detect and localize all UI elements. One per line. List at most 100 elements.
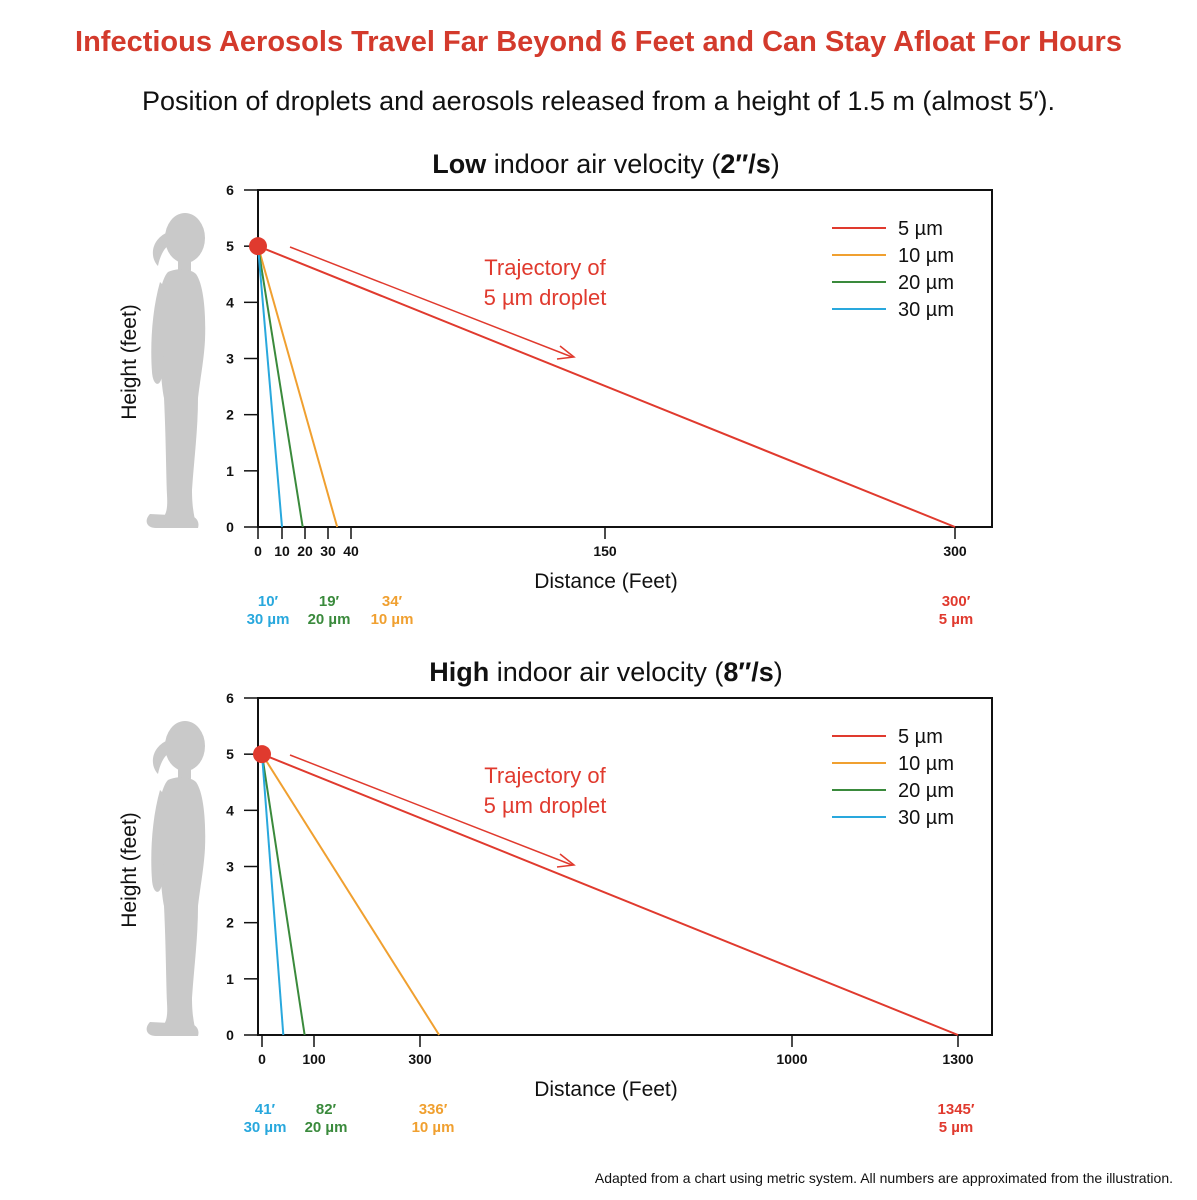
silhouette-feet: [146, 1022, 199, 1036]
landing-distance-label: 82′: [316, 1101, 337, 1118]
plot-frame: [257, 697, 993, 1036]
landing-size-label: 30 µm: [244, 1119, 287, 1136]
panel-title-bold: High: [429, 657, 489, 687]
landing-distance-label: 300′: [942, 593, 971, 610]
y-tick-label: 6: [226, 690, 234, 706]
y-tick-label: 1: [226, 971, 234, 987]
legend-label: 20 µm: [898, 780, 954, 802]
release-point-dot: [249, 237, 267, 256]
legend-label: 20 µm: [898, 272, 954, 294]
x-tick-label: 300: [943, 543, 967, 559]
landing-size-label: 30 µm: [247, 611, 290, 628]
panel-title: Low indoor air velocity (2″/s): [432, 149, 780, 179]
y-tick-label: 4: [226, 294, 234, 310]
x-tick-label: 0: [254, 543, 262, 559]
chart-subtitle: Position of droplets and aerosols releas…: [141, 86, 1056, 116]
release-point-dot: [253, 745, 271, 764]
landing-size-label: 20 µm: [305, 1119, 348, 1136]
landing-size-label: 5 µm: [939, 1119, 974, 1136]
panel-title-bold: Low: [432, 149, 487, 179]
footnote: Adapted from a chart using metric system…: [594, 1170, 1173, 1186]
y-axis-label: Height (feet): [118, 304, 141, 420]
landing-size-label: 20 µm: [308, 611, 351, 628]
panel-title-speed: 2″/s: [720, 149, 770, 179]
landing-distance-label: 19′: [319, 593, 340, 610]
trajectory-line: [257, 245, 956, 528]
legend-label: 10 µm: [898, 245, 954, 267]
y-tick-label: 1: [226, 463, 234, 479]
y-tick-label: 2: [226, 915, 234, 931]
x-tick-label: 150: [593, 543, 617, 559]
silhouette-ponytail: [152, 740, 170, 774]
silhouette-body: [152, 269, 206, 524]
trajectory-arrow-line: [289, 754, 573, 866]
x-tick-label: 300: [408, 1051, 432, 1067]
landing-size-label: 10 µm: [412, 1119, 455, 1136]
trajectory-line: [257, 245, 339, 528]
landing-distance-label: 1345′: [938, 1101, 975, 1118]
trajectory-line: [261, 754, 285, 1036]
y-tick-label: 3: [226, 351, 234, 367]
y-tick-label: 5: [226, 746, 234, 762]
x-tick-label: 0: [258, 1051, 266, 1067]
legend-label: 5 µm: [898, 218, 943, 240]
silhouette-head: [165, 721, 205, 771]
y-tick-label: 4: [226, 802, 234, 818]
trajectory-line: [261, 753, 959, 1036]
panel-title-rest: indoor air velocity (: [486, 149, 720, 179]
legend-label: 5 µm: [898, 726, 943, 748]
x-tick-label: 100: [302, 1051, 326, 1067]
x-axis-label: Distance (Feet): [534, 570, 678, 593]
trajectory-annotation: Trajectory of: [484, 763, 606, 788]
plot-frame: [257, 189, 993, 528]
silhouette-ponytail: [152, 232, 170, 266]
x-tick-label: 1300: [942, 1051, 973, 1067]
silhouette-feet: [146, 514, 199, 528]
legend-label: 30 µm: [898, 299, 954, 321]
y-tick-label: 3: [226, 859, 234, 875]
chart-svg: High indoor air velocity (8″/s) 0 1 2 3 4 5 6 He…: [118, 657, 993, 1136]
y-tick-label: 0: [226, 519, 234, 535]
landing-size-label: 10 µm: [371, 611, 414, 628]
y-tick-label: 0: [226, 1027, 234, 1043]
chart-title: Infectious Aerosols Travel Far Beyond 6 …: [75, 26, 1122, 58]
landing-size-label: 5 µm: [939, 611, 974, 628]
landing-distance-label: 10′: [258, 593, 279, 610]
landing-distance-label: 41′: [255, 1101, 276, 1118]
x-tick-label: 1000: [776, 1051, 807, 1067]
silhouette-arm: [151, 282, 168, 384]
trajectory-annotation: 5 µm droplet: [484, 285, 607, 310]
y-tick-label: 5: [226, 238, 234, 254]
panel-title-speed: 8″/s: [723, 657, 773, 687]
y-tick-label: 2: [226, 407, 234, 423]
trajectory-line: [261, 754, 306, 1036]
y-axis-label: Height (feet): [118, 812, 141, 928]
x-tick-label: 20: [297, 543, 313, 559]
x-tick-label: 10: [274, 543, 290, 559]
silhouette-head: [165, 213, 205, 263]
trajectory-line: [257, 246, 304, 528]
x-axis-label: Distance (Feet): [534, 1078, 678, 1101]
woman-silhouette-icon: [146, 213, 206, 528]
landing-distance-label: 34′: [382, 593, 403, 610]
trajectory-annotation: Trajectory of: [484, 255, 606, 280]
trajectory-arrow-head-icon: [556, 345, 576, 360]
y-tick-label: 6: [226, 182, 234, 198]
trajectory-annotation: 5 µm droplet: [484, 793, 607, 818]
panel-title-end: ): [771, 149, 780, 179]
silhouette-arm: [151, 790, 168, 892]
panel-title: High indoor air velocity (8″/s): [429, 657, 783, 687]
high-velocity-panel: High indoor air velocity (8″/s) 0 1 2 3 4 5 6 He…: [0, 648, 1197, 1168]
legend-label: 30 µm: [898, 807, 954, 829]
trajectory-line: [257, 246, 283, 528]
x-tick-label: 30: [320, 543, 336, 559]
chart-svg: Low indoor air velocity (2″/s) 0 1 2 3 4 5 6 Hei…: [118, 149, 993, 628]
panel-title-rest: indoor air velocity (: [489, 657, 723, 687]
trajectory-arrow-head-icon: [556, 853, 576, 868]
woman-silhouette-icon: [146, 721, 206, 1036]
panel-title-end: ): [774, 657, 783, 687]
silhouette-body: [152, 777, 206, 1032]
low-velocity-panel: Low indoor air velocity (2″/s) 0 1 2 3 4 5 6 Hei…: [0, 140, 1197, 660]
legend-label: 10 µm: [898, 753, 954, 775]
landing-distance-label: 336′: [419, 1101, 448, 1118]
